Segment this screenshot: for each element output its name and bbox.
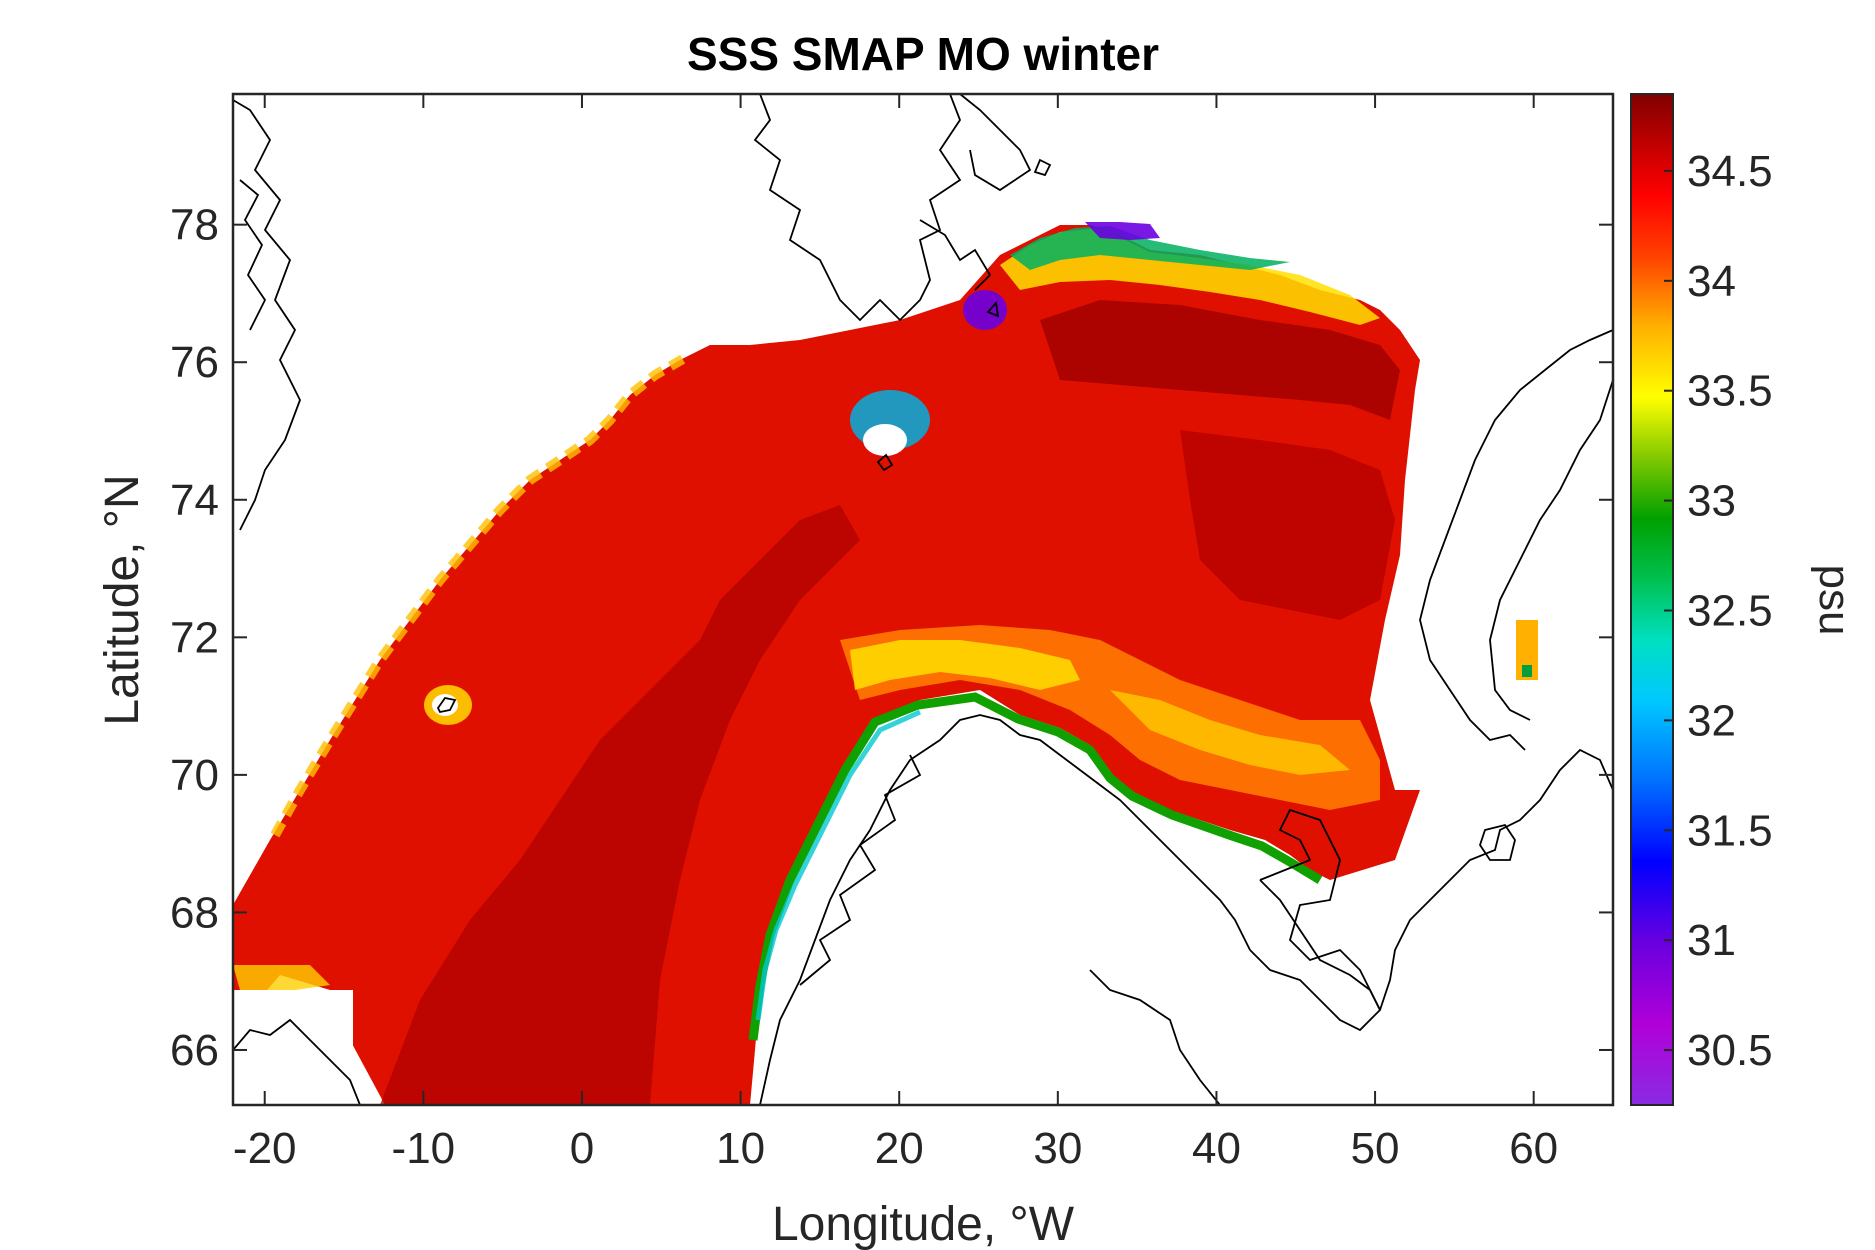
- salinity-bear-island-inner: [863, 424, 907, 456]
- x-tick-label: 10: [716, 1124, 765, 1173]
- colorbar: [1630, 93, 1674, 1106]
- x-axis-label: Longitude, °W: [772, 1198, 1075, 1250]
- coast-jan-mayen: [436, 697, 457, 714]
- colorbar-ticks: 30.5 31 31.5 32 32.5 33 33.5 34 34.5: [1664, 147, 1773, 1075]
- coastlines: [233, 94, 1613, 1105]
- colorbar-tick-label: 33: [1687, 477, 1736, 526]
- x-tick-label: 60: [1509, 1124, 1558, 1173]
- x-tick-label: 0: [570, 1124, 594, 1173]
- salinity-west-edge: [270, 350, 693, 838]
- chart-title: SSS SMAP MO winter: [687, 28, 1159, 80]
- y-axis-label: Latitude, °N: [96, 474, 149, 725]
- salinity-svalbard-anomaly: [963, 290, 1007, 330]
- colorbar-tick-label: 31: [1687, 916, 1736, 965]
- x-tick-label: -10: [392, 1124, 456, 1173]
- x-axis-ticks: -20 -10 0 10 20 30 40 50 60: [233, 94, 1558, 1173]
- coast-greenland-inner: [239, 179, 267, 331]
- y-axis-ticks: 66 68 70 72 74 76 78: [170, 201, 1613, 1075]
- coast-novaya-zemlya: [1419, 329, 1613, 751]
- coast-novaya-zemlya-east: [1489, 379, 1613, 721]
- coast-kanin: [1379, 748, 1613, 1011]
- salinity-ice-edge-blue: [1085, 222, 1160, 240]
- x-tick-label: -20: [233, 1124, 297, 1173]
- salinity-coastal-fringe-inner: [755, 709, 922, 1021]
- colorbar-tick-label: 32.5: [1687, 586, 1773, 635]
- salinity-isolated-patch-green: [1522, 665, 1532, 677]
- salinity-isolated-patch: [1516, 620, 1538, 680]
- coast-kvitoya: [1033, 158, 1052, 177]
- coast-bear-island: [876, 453, 894, 472]
- salinity-front-yellow: [850, 640, 1080, 690]
- plot-frame: [231, 92, 1615, 1107]
- y-tick-label: 70: [170, 751, 219, 800]
- y-tick-label: 68: [170, 888, 219, 937]
- colorbar-tick-label: 34: [1687, 257, 1736, 306]
- x-tick-label: 40: [1192, 1124, 1241, 1173]
- colorbar-tick-label: 30.5: [1687, 1026, 1773, 1075]
- salinity-iceland-cutout: [233, 990, 353, 1105]
- y-tick-label: 66: [170, 1026, 219, 1075]
- coast-white-sea: [1259, 808, 1381, 1011]
- colorbar-tick-label: 34.5: [1687, 147, 1773, 196]
- y-tick-label: 72: [170, 613, 219, 662]
- coast-svalbard-hope: [986, 300, 1000, 318]
- coast-svalbard-north: [959, 94, 1032, 192]
- x-tick-label: 20: [875, 1124, 924, 1173]
- y-tick-label: 78: [170, 201, 219, 250]
- coast-kolguev: [1479, 823, 1516, 861]
- salinity-front-yellow-east: [1110, 690, 1350, 775]
- coast-norway-fjords: [799, 754, 922, 986]
- salinity-core-dark-east: [1180, 430, 1395, 620]
- salinity-ice-edge-green: [1010, 226, 1290, 270]
- salinity-coastal-fringe: [748, 692, 1323, 1041]
- coast-greenland: [233, 99, 301, 531]
- y-tick-label: 74: [170, 476, 219, 525]
- x-tick-label: 30: [1033, 1124, 1082, 1173]
- colorbar-label: psu: [1810, 565, 1859, 636]
- salinity-southwest-strip: [233, 965, 330, 990]
- colorbar-tick-label: 33.5: [1687, 367, 1773, 416]
- coast-iceland: [233, 1018, 361, 1105]
- coast-svalbard: [753, 94, 962, 322]
- salinity-field: [233, 94, 1613, 1105]
- salinity-core-dark: [380, 505, 860, 1105]
- colorbar-tick-label: 31.5: [1687, 806, 1773, 855]
- x-tick-label: 50: [1351, 1124, 1400, 1173]
- coast-svalbard-east: [919, 219, 992, 291]
- y-tick-label: 76: [170, 338, 219, 387]
- salinity-core-dark-north: [1040, 300, 1400, 420]
- coast-norway: [759, 714, 1251, 1105]
- colorbar-tick-label: 32: [1687, 696, 1736, 745]
- coast-kola-south: [1089, 969, 1221, 1105]
